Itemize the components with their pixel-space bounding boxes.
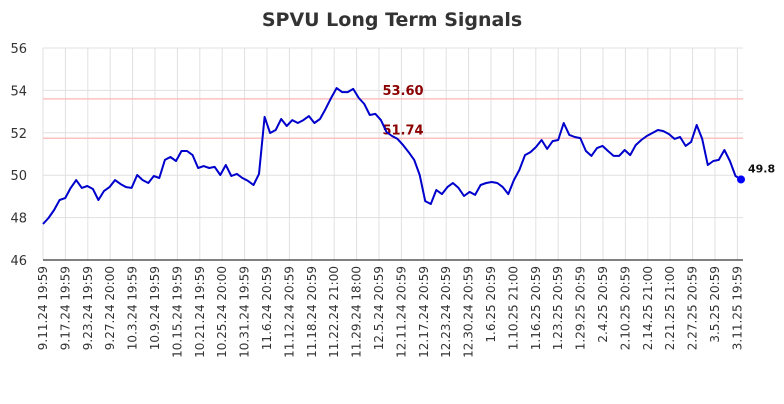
x-axis: 9.11.24 19:59 9.17.24 19:59 9.23.24 19:59 9… (36, 266, 744, 358)
x-tick-label: 10.31.24 19:59 (238, 266, 252, 358)
y-tick-label: 46 (10, 254, 27, 269)
x-tick-label: 9.23.24 19:59 (81, 266, 95, 350)
x-tick-label: 12.5.24 20:59 (372, 266, 386, 350)
y-tick-label: 52 (10, 127, 27, 142)
threshold-label: 51.74 (382, 123, 423, 138)
last-point-marker (737, 175, 745, 184)
x-tick-label: 2.10.25 20:59 (618, 266, 632, 350)
x-tick-label: 11.18.24 20:59 (305, 266, 319, 358)
x-tick-label: 10.9.24 19:59 (148, 266, 162, 350)
x-tick-label: 11.12.24 20:59 (282, 266, 296, 358)
x-tick-label: 1.23.25 20:59 (551, 266, 565, 350)
threshold-lines: 53.60 51.74 (43, 84, 743, 140)
chart-title: SPVU Long Term Signals (262, 9, 522, 31)
x-tick-label: 2.21.25 21:00 (663, 266, 677, 350)
grid (42, 47, 743, 261)
x-tick-label: 1.10.25 21:00 (506, 266, 520, 350)
x-tick-label: 9.27.24 20:00 (103, 266, 117, 350)
x-tick-label: 11.29.24 18:00 (350, 266, 364, 358)
y-tick-label: 56 (10, 42, 27, 57)
x-tick-label: 12.30.24 20:59 (462, 266, 476, 358)
x-tick-label: 3.5.25 20:59 (708, 266, 722, 343)
x-tick-label: 10.25.24 20:00 (215, 266, 229, 358)
y-tick-label: 54 (10, 84, 27, 99)
series-line (42, 87, 742, 225)
x-tick-label: 1.16.25 20:59 (529, 266, 543, 350)
x-tick-label: 1.6.25 20:59 (484, 266, 498, 343)
x-tick-label: 12.17.24 20:59 (417, 266, 431, 358)
y-axis: 46 48 50 52 54 56 (10, 42, 27, 269)
x-tick-label: 10.15.24 19:59 (170, 266, 184, 358)
series: 49.8 (42, 87, 775, 225)
x-tick-label: 2.27.25 20:59 (686, 266, 700, 350)
x-tick-label: 10.3.24 19:59 (126, 266, 140, 350)
threshold-label: 53.60 (382, 84, 423, 99)
x-tick-label: 2.14.25 21:00 (641, 266, 655, 350)
x-tick-label: 10.21.24 19:59 (193, 266, 207, 358)
x-tick-label: 12.23.24 20:59 (439, 266, 453, 358)
x-tick-label: 3.11.25 19:59 (730, 266, 744, 350)
y-tick-label: 50 (10, 169, 27, 184)
x-tick-label: 11.22.24 21:00 (327, 266, 341, 358)
x-tick-label: 2.4.25 20:59 (596, 266, 610, 343)
y-tick-label: 48 (10, 212, 27, 227)
last-point-label: 49.8 (748, 162, 775, 175)
x-tick-label: 11.6.24 20:59 (260, 266, 274, 350)
x-tick-label: 9.11.24 19:59 (36, 266, 50, 350)
x-tick-label: 9.17.24 19:59 (58, 266, 72, 350)
x-tick-label: 1.29.25 20:59 (574, 266, 588, 350)
x-tick-label: 12.11.24 20:59 (394, 266, 408, 358)
